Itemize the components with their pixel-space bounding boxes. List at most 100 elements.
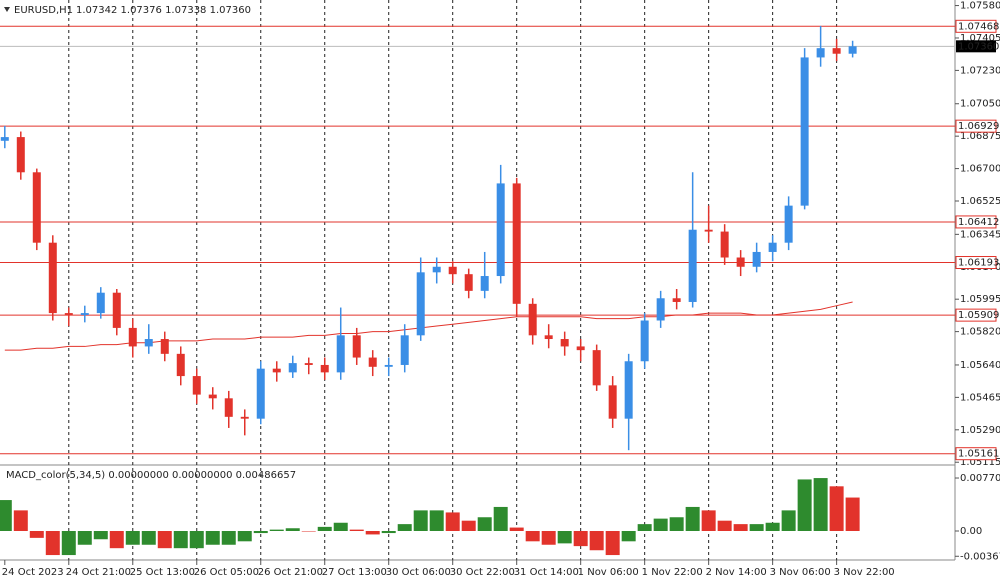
macd-bar — [541, 530, 556, 545]
level-price-box — [955, 447, 997, 461]
macd-bar — [829, 486, 844, 531]
x-tick-label: 25 Oct 13:00 — [130, 567, 195, 578]
macd-bar — [157, 530, 172, 549]
candle-body — [560, 339, 569, 347]
macd-bar — [749, 524, 764, 531]
macd-bar — [845, 497, 860, 531]
macd-bar — [653, 518, 668, 531]
macd-bar — [109, 530, 124, 549]
y-tick-label: 0.0077074 — [960, 473, 1000, 484]
x-tick-label: 3 Nov 22:00 — [834, 567, 895, 578]
candle-body — [512, 183, 521, 304]
macd-bar — [381, 530, 396, 534]
candle-body — [416, 272, 425, 336]
macd-bar — [573, 530, 588, 547]
level-price-box — [955, 256, 997, 270]
level-price-label: 1.06929 — [958, 121, 999, 132]
candle-body — [848, 46, 857, 54]
candle-body — [672, 298, 681, 302]
level-price-label: 1.06412 — [958, 217, 999, 228]
candle-body — [320, 364, 329, 373]
candle-body — [0, 137, 9, 141]
macd-bar — [477, 517, 492, 531]
macd-bar — [669, 517, 684, 531]
macd-bar — [189, 530, 204, 549]
macd-bar — [461, 520, 476, 531]
candle-body — [144, 339, 153, 347]
macd-bar — [733, 524, 748, 531]
candle-body — [368, 357, 377, 367]
current-price-box — [956, 40, 996, 53]
candle-body — [816, 48, 825, 58]
level-price-box — [955, 215, 997, 229]
y-tick-label: 1.07405 — [960, 33, 1000, 44]
macd-bar — [717, 520, 732, 531]
ohlc-info: 1.07342 1.07376 1.07338 1.07360 — [76, 5, 251, 16]
candle-body — [16, 137, 25, 173]
level-price-box — [955, 308, 997, 322]
y-tick-label: 1.05995 — [960, 294, 1000, 305]
macd-bar — [557, 530, 572, 544]
level-price-label: 1.05909 — [958, 310, 999, 321]
candle-body — [304, 363, 313, 365]
candle-body — [256, 368, 265, 419]
y-tick-label: 1.07580 — [960, 1, 1000, 12]
y-tick-label: 1.07230 — [960, 65, 1000, 76]
symbol: EURUSD,H1 — [14, 5, 73, 16]
candle-body — [624, 361, 633, 419]
macd-bar — [397, 524, 412, 531]
candle-body — [288, 363, 297, 373]
macd-bar — [637, 524, 652, 531]
x-tick-label: 30 Oct 22:00 — [450, 567, 515, 578]
candle-body — [576, 346, 585, 351]
x-tick-label: 24 Oct 21:00 — [66, 567, 131, 578]
macd-bar — [685, 506, 700, 531]
candle-body — [272, 368, 281, 373]
candle-body — [704, 229, 713, 232]
y-tick-label: 1.05820 — [960, 327, 1000, 338]
x-tick-label: 1 Nov 06:00 — [578, 567, 639, 578]
macd-bar — [61, 530, 76, 556]
candle-body — [784, 205, 793, 243]
x-tick-label: 26 Oct 21:00 — [258, 567, 323, 578]
x-tick-label: 26 Oct 05:00 — [194, 567, 259, 578]
x-tick-label: 1 Nov 22:00 — [642, 567, 703, 578]
candle-body — [32, 172, 41, 243]
candle-body — [800, 57, 809, 206]
candle-body — [240, 416, 249, 419]
y-tick-label: 1.07050 — [960, 99, 1000, 110]
candle-body — [176, 353, 185, 377]
candle-body — [752, 251, 761, 267]
macd-bar — [13, 510, 28, 531]
candle-body — [544, 335, 553, 340]
candle-body — [736, 257, 745, 267]
macd-bar — [525, 530, 540, 542]
level-price-label: 1.07468 — [958, 21, 999, 32]
candle-body — [96, 292, 105, 314]
indicator-label: MACD_color(5,34,5) 0.00000000 0.00000000… — [6, 470, 296, 481]
macd-bar — [429, 510, 444, 531]
candle-body — [224, 398, 233, 417]
level-price-box — [955, 119, 997, 133]
macd-bar — [365, 530, 380, 535]
macd-bar — [301, 530, 316, 532]
candle-body — [192, 376, 201, 395]
macd-bar — [621, 530, 636, 542]
candle-body — [384, 364, 393, 367]
candle-body — [768, 242, 777, 252]
x-tick-label: 24 Oct 2023 — [2, 567, 64, 578]
candle-body — [128, 327, 137, 347]
macd-bar — [781, 510, 796, 531]
candle-body — [608, 385, 617, 419]
candle-body — [720, 231, 729, 258]
macd-bar — [349, 529, 364, 531]
macd-bar — [797, 479, 812, 531]
candle-body — [592, 350, 601, 386]
macd-bar — [237, 530, 252, 542]
macd-bar — [445, 512, 460, 531]
y-tick-label: 1.06345 — [960, 229, 1000, 240]
dropdown-icon[interactable] — [4, 7, 10, 12]
macd-bar — [253, 530, 268, 534]
macd-bar — [45, 530, 60, 556]
